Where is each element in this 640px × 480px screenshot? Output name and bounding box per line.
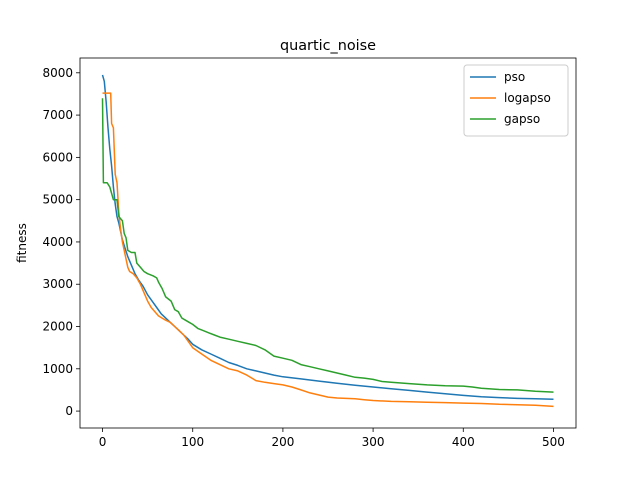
y-tick-label: 1000 [42, 362, 73, 376]
chart-title: quartic_noise [280, 38, 376, 54]
series-line-logapso [102, 92, 554, 408]
x-tick-label: 100 [181, 435, 204, 449]
x-tick-label: 400 [452, 435, 475, 449]
x-axis-ticks: 0 100 200 300 400 500 [99, 428, 565, 449]
legend-label-pso: pso [504, 70, 525, 84]
y-tick-label: 3000 [42, 277, 73, 291]
x-tick-label: 200 [271, 435, 294, 449]
x-tick-label: 0 [99, 435, 107, 449]
y-tick-label: 4000 [42, 235, 73, 249]
x-tick-label: 300 [362, 435, 385, 449]
legend: pso logapso gapso [463, 64, 569, 137]
y-tick-label: 2000 [42, 320, 73, 334]
plot-lines [101, 74, 554, 408]
y-tick-label: 6000 [42, 150, 73, 164]
x-tick-label: 500 [542, 435, 565, 449]
legend-label-logapso: logapso [504, 91, 551, 105]
plot-frame [79, 57, 577, 429]
series-line-gapso [101, 98, 554, 393]
y-tick-label: 0 [65, 404, 73, 418]
y-tick-label: 8000 [42, 66, 73, 80]
y-tick-label: 5000 [42, 193, 73, 207]
y-tick-label: 7000 [42, 108, 73, 122]
y-axis-label: fitness [15, 223, 29, 263]
y-axis-ticks: 0 1000 2000 3000 4000 5000 6000 7000 8000 [42, 66, 80, 418]
legend-label-gapso: gapso [504, 112, 540, 126]
